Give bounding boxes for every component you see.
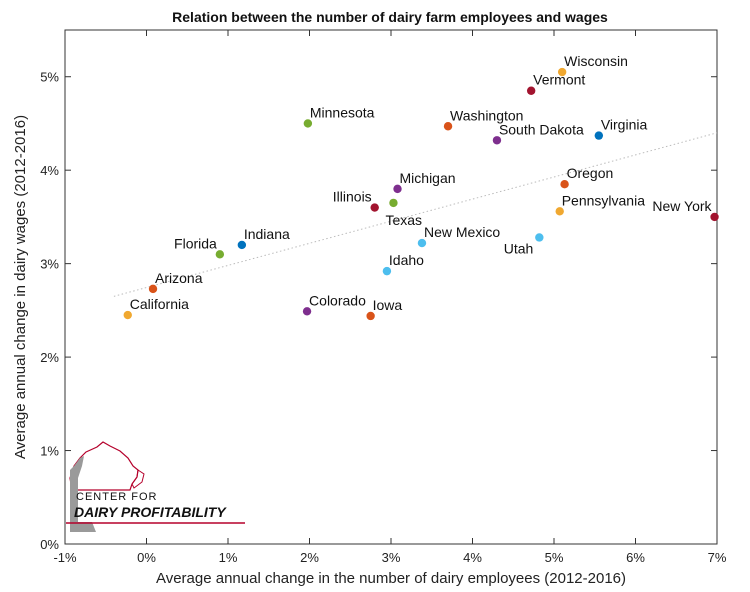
point-label: Minnesota: [310, 104, 375, 120]
x-tick-label: 6%: [626, 550, 645, 565]
y-axis-label: Average annual change in dairy wages (20…: [12, 115, 29, 459]
point-label: Vermont: [533, 72, 585, 88]
point-label: Virginia: [601, 117, 648, 133]
point-label: Oregon: [567, 165, 614, 181]
y-tick-label: 3%: [40, 257, 59, 272]
point-label: Utah: [504, 240, 534, 256]
point-label: Indiana: [244, 226, 290, 242]
point-label: Idaho: [389, 252, 424, 268]
chart-title: Relation between the number of dairy far…: [172, 9, 608, 25]
y-tick-label: 2%: [40, 350, 59, 365]
x-tick-label: 5%: [545, 550, 564, 565]
point-label: Michigan: [400, 170, 456, 186]
plot-area: [64, 29, 718, 545]
point-label: Florida: [174, 235, 217, 251]
trendline: [113, 132, 718, 297]
data-point: [215, 250, 225, 259]
point-label: Washington: [450, 107, 523, 123]
x-tick-label: -1%: [53, 550, 77, 565]
y-tick-label: 0%: [40, 537, 59, 552]
point-label: Illinois: [333, 189, 372, 205]
logo-swoosh-icon: [131, 469, 145, 489]
point-label: New Mexico: [424, 224, 500, 240]
data-point: [123, 310, 132, 320]
trendline-layer: [113, 132, 718, 297]
x-tick-label: 2%: [300, 550, 319, 565]
data-point: [237, 240, 247, 250]
data-point: [710, 212, 719, 222]
point-label: Iowa: [373, 297, 403, 313]
y-tick-label: 4%: [40, 163, 59, 178]
wisconsin-shadow-icon: [70, 456, 96, 532]
data-points: Wisconsin Vermont Minnesota WashingtonSouth…: [123, 53, 719, 321]
data-point: [557, 67, 567, 77]
data-point: [555, 207, 564, 216]
y-axis: 0% 1% 2% 3% 4% 5%: [40, 70, 717, 552]
x-tick-label: 4%: [463, 550, 482, 565]
x-tick-label: 7%: [708, 550, 727, 565]
data-point: [370, 203, 379, 212]
logo-line2: DAIRY PROFITABILITY: [74, 504, 227, 520]
data-point: [389, 198, 398, 208]
data-point: [594, 131, 604, 140]
data-point: [382, 266, 392, 276]
x-axis: -1% 0% 1% 2% 3% 4% 5% 6% 7%: [53, 30, 727, 565]
point-label: Colorado: [309, 292, 366, 308]
data-point: [393, 184, 402, 194]
point-label: California: [130, 296, 189, 312]
data-point: [492, 136, 502, 145]
point-label: Texas: [385, 212, 422, 228]
data-point: [417, 238, 427, 248]
x-tick-label: 0%: [137, 550, 156, 565]
data-point: [302, 307, 312, 316]
x-tick-label: 1%: [219, 550, 238, 565]
data-point: [366, 311, 375, 321]
point-label: Arizona: [155, 270, 203, 286]
data-point: [443, 122, 453, 131]
point-label: New York: [652, 198, 712, 214]
logo-line1: CENTER FOR: [76, 491, 158, 503]
x-tick-label: 3%: [382, 550, 401, 565]
data-point: [560, 180, 569, 189]
point-label: South Dakota: [499, 121, 584, 137]
center-for-dairy-profitability-logo: CENTER FOR DAIRY PROFITABILITY: [66, 441, 245, 532]
y-tick-label: 1%: [40, 444, 59, 459]
data-point: [148, 284, 158, 294]
y-tick-label: 5%: [40, 70, 59, 85]
point-label: Wisconsin: [564, 53, 628, 69]
data-point: [526, 86, 536, 95]
x-axis-label: Average annual change in the number of d…: [156, 570, 626, 587]
data-point: [303, 119, 313, 128]
data-point: [535, 233, 544, 242]
point-label: Pennsylvania: [562, 192, 645, 208]
